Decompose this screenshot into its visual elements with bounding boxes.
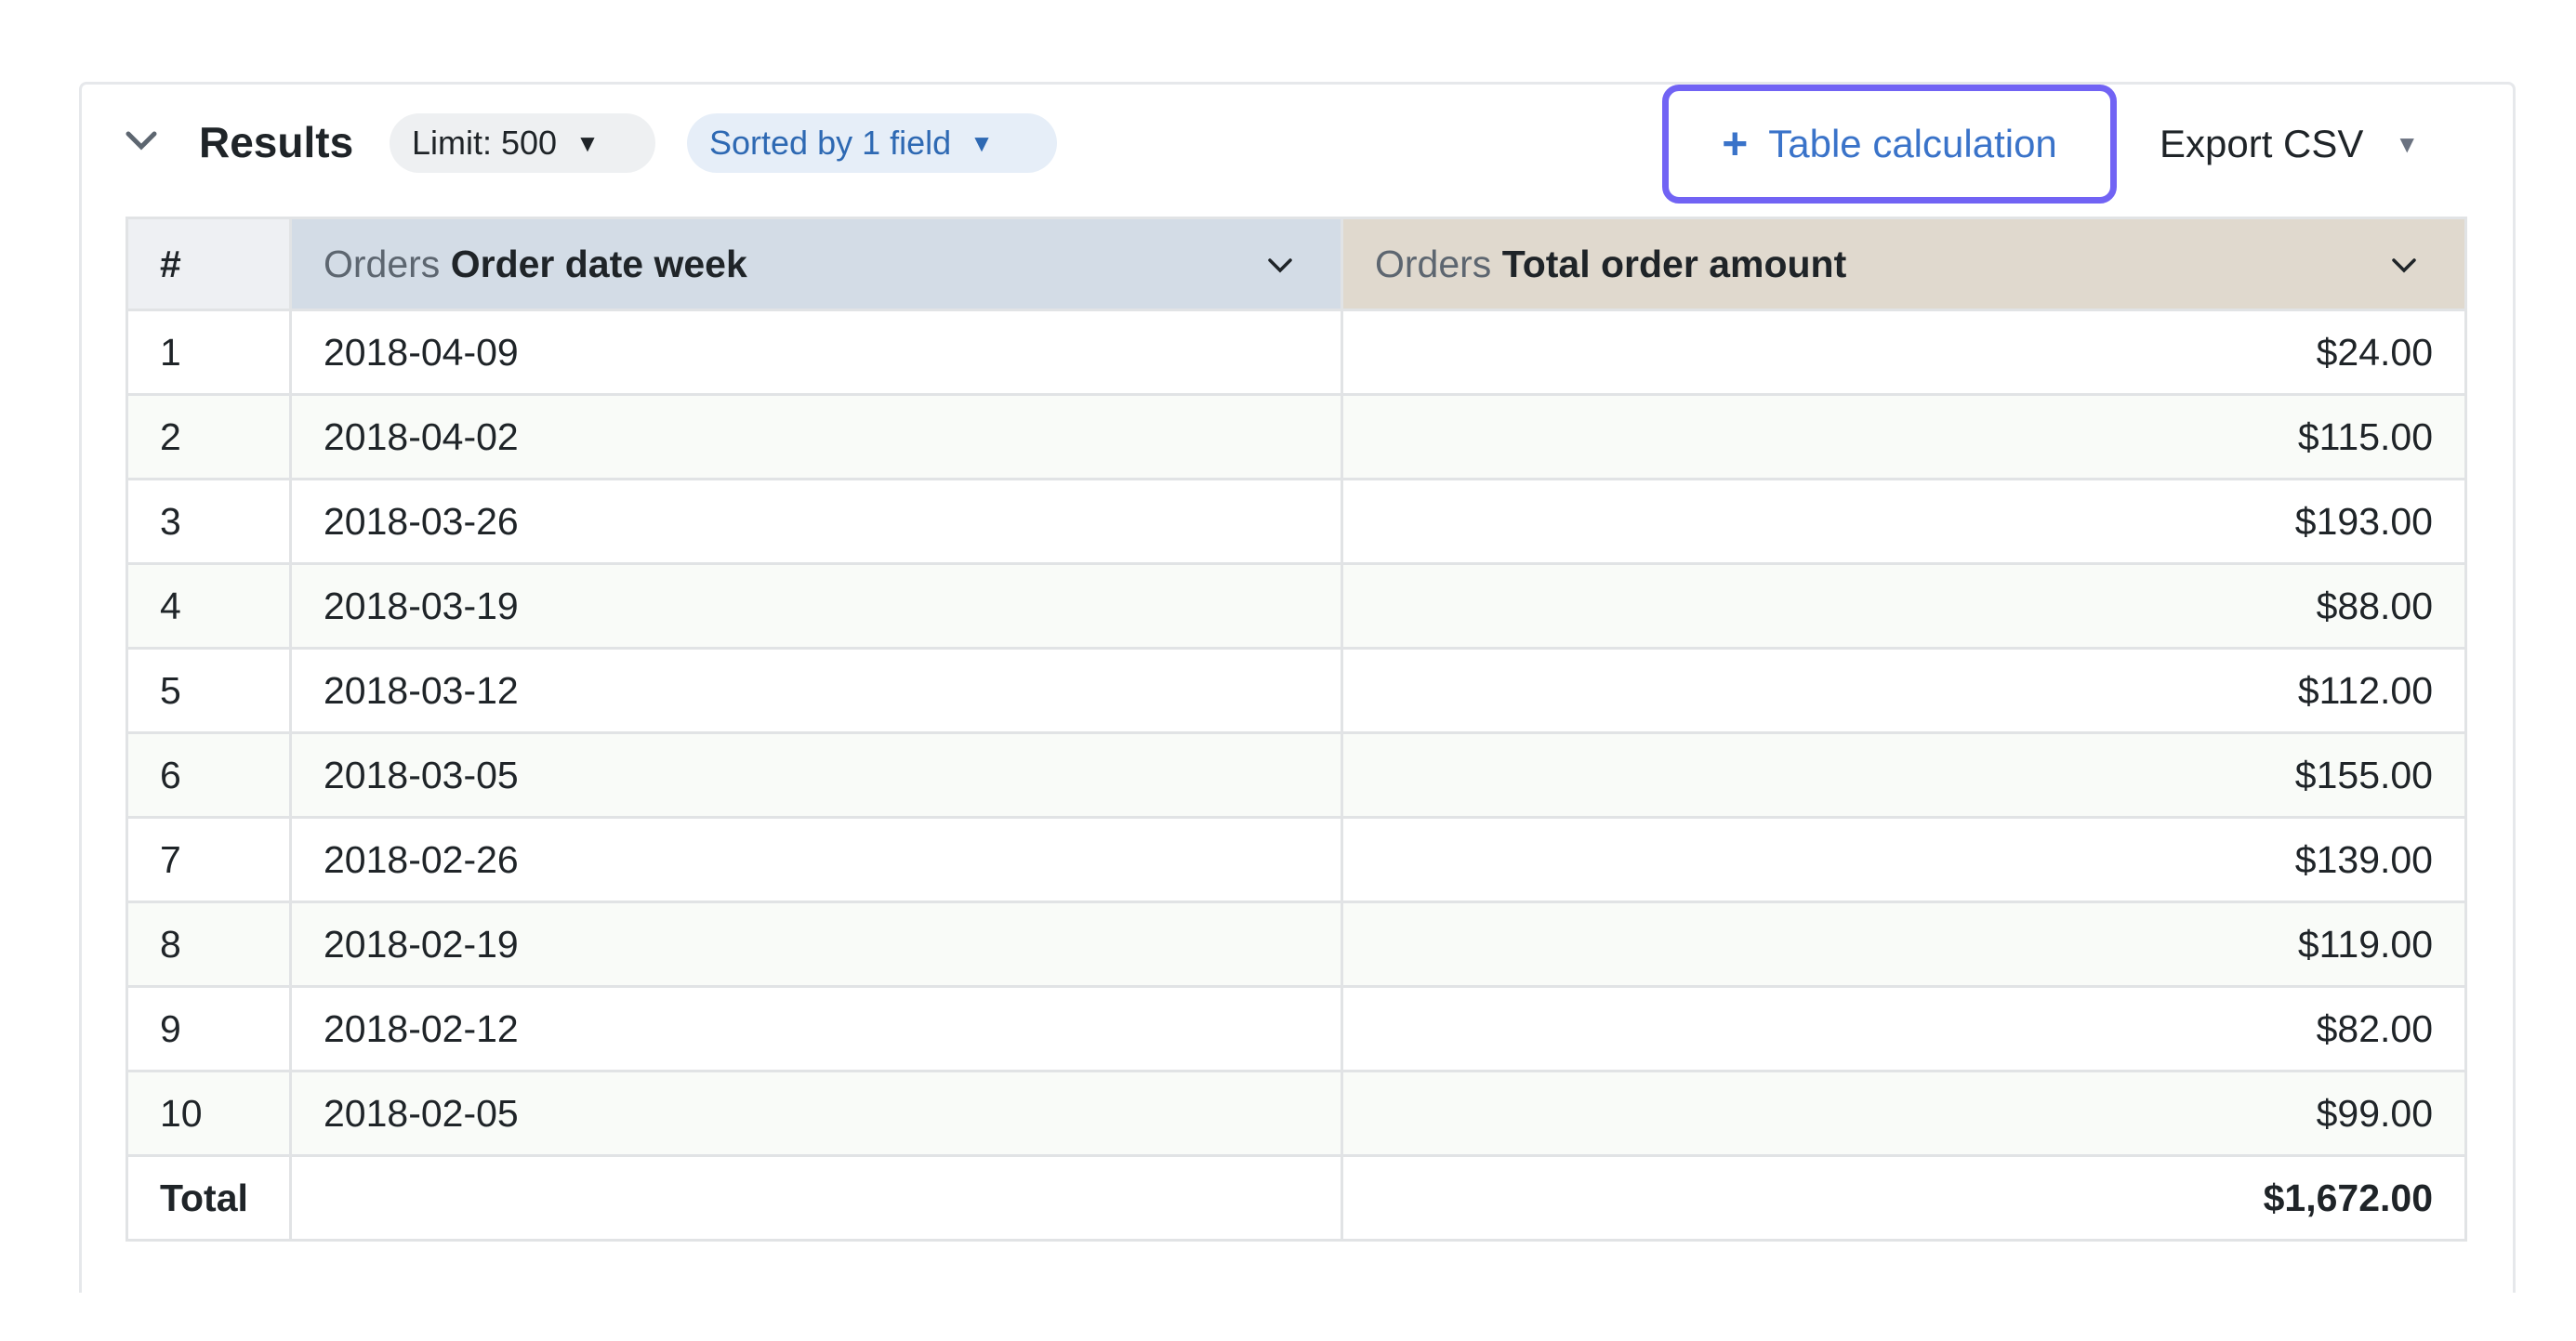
total-order-amount-cell: $99.00 (1341, 1070, 2467, 1157)
row-number: 9 (125, 985, 292, 1072)
row-number: 7 (125, 816, 292, 903)
sort-dropdown[interactable]: Sorted by 1 field ▼ (687, 113, 1057, 173)
table-row: 9 2018-02-12 $82.00 (125, 985, 2467, 1072)
order-date-week-cell: 2018-02-12 (289, 985, 1343, 1072)
chevron-down-icon[interactable] (2390, 251, 2418, 279)
header-row: # Orders Order date week Orders Total or… (125, 217, 2467, 311)
table-row: 1 2018-04-09 $24.00 (125, 309, 2467, 396)
table-row: 5 2018-03-12 $112.00 (125, 647, 2467, 734)
total-order-amount-cell: $115.00 (1341, 393, 2467, 480)
column-group: Orders (324, 242, 441, 285)
row-number: 1 (125, 309, 292, 396)
chevron-down-icon[interactable] (1266, 251, 1294, 279)
plus-icon: + (1722, 119, 1749, 169)
total-order-amount-cell: $155.00 (1341, 731, 2467, 819)
results-title: Results (199, 118, 354, 166)
column-field: Total order amount (1501, 242, 1847, 285)
row-number: 4 (125, 562, 292, 650)
row-number: 10 (125, 1070, 292, 1157)
order-date-week-cell: 2018-02-05 (289, 1070, 1343, 1157)
total-order-amount-cell: $24.00 (1341, 309, 2467, 396)
order-date-week-cell: 2018-03-05 (289, 731, 1343, 819)
order-date-week-cell: 2018-04-02 (289, 393, 1343, 480)
total-row: Total $1,672.00 (125, 1154, 2467, 1242)
order-date-week-cell: 2018-03-12 (289, 647, 1343, 734)
caret-down-icon: ▼ (2395, 129, 2420, 158)
order-date-week-cell: 2018-02-26 (289, 816, 1343, 903)
order-date-week-cell: 2018-04-09 (289, 309, 1343, 396)
table-row: 8 2018-02-19 $119.00 (125, 901, 2467, 988)
results-table: # Orders Order date week Orders Total or… (125, 217, 2467, 1242)
order-date-week-cell: 2018-03-19 (289, 562, 1343, 650)
column-header-order-date-week[interactable]: Orders Order date week (289, 217, 1343, 311)
sort-label: Sorted by 1 field (709, 124, 952, 162)
total-order-amount-cell: $139.00 (1341, 816, 2467, 903)
table-row: 4 2018-03-19 $88.00 (125, 562, 2467, 650)
row-number: 5 (125, 647, 292, 734)
row-number: 6 (125, 731, 292, 819)
results-panel: Results Limit: 500 ▼ Sorted by 1 field ▼… (79, 82, 2516, 1293)
export-csv-dropdown[interactable]: Export CSV ▼ (2160, 112, 2419, 176)
limit-dropdown[interactable]: Limit: 500 ▼ (390, 113, 655, 173)
table-row: 10 2018-02-05 $99.00 (125, 1070, 2467, 1157)
limit-label: Limit: 500 (412, 124, 558, 162)
table-row: 6 2018-03-05 $155.00 (125, 731, 2467, 819)
column-field: Order date week (450, 242, 747, 285)
row-number: 8 (125, 901, 292, 988)
total-amount: $1,672.00 (1341, 1154, 2467, 1242)
total-order-amount-cell: $88.00 (1341, 562, 2467, 650)
caret-down-icon: ▼ (575, 128, 600, 157)
total-order-amount-cell: $112.00 (1341, 647, 2467, 734)
order-date-week-cell: 2018-03-26 (289, 478, 1343, 565)
column-header-total-order-amount[interactable]: Orders Total order amount (1341, 217, 2467, 311)
table-calculation-button[interactable]: + Table calculation (1662, 85, 2117, 204)
total-empty-cell (289, 1154, 1343, 1242)
table-row: 3 2018-03-26 $193.00 (125, 478, 2467, 565)
row-number-header: # (125, 217, 292, 311)
order-date-week-cell: 2018-02-19 (289, 901, 1343, 988)
row-number: 3 (125, 478, 292, 565)
total-label: Total (125, 1154, 292, 1242)
row-number: 2 (125, 393, 292, 480)
export-label: Export CSV (2160, 122, 2364, 165)
caret-down-icon: ▼ (970, 128, 994, 157)
column-group: Orders (1375, 242, 1492, 285)
table-calculation-label: Table calculation (1768, 122, 2057, 165)
total-order-amount-cell: $193.00 (1341, 478, 2467, 565)
total-order-amount-cell: $119.00 (1341, 901, 2467, 988)
table-row: 2 2018-04-02 $115.00 (125, 393, 2467, 480)
table-row: 7 2018-02-26 $139.00 (125, 816, 2467, 903)
results-header: Results Limit: 500 ▼ Sorted by 1 field ▼… (82, 85, 2513, 205)
collapse-chevron-icon[interactable] (123, 122, 160, 159)
total-order-amount-cell: $82.00 (1341, 985, 2467, 1072)
